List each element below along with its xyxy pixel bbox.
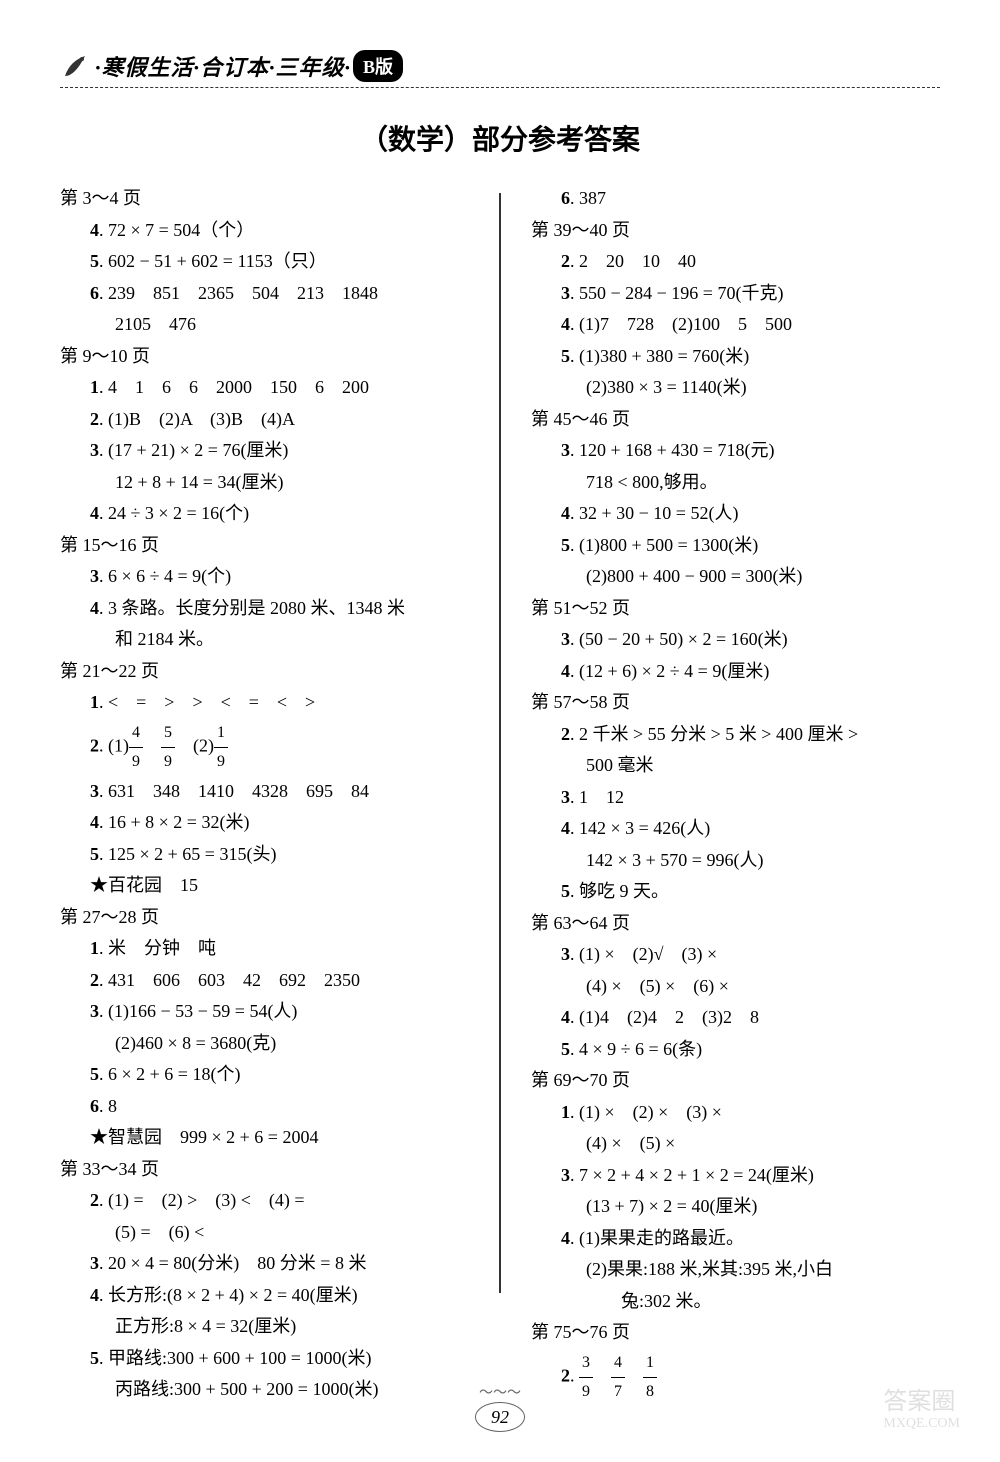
answer-item: 1. 4 1 6 6 2000 150 6 200 (60, 372, 469, 404)
watermark-sub: MXQE.COM (883, 1416, 960, 1432)
answer-item: 和 2184 米。 (60, 624, 469, 656)
section-title: 第 57～58 页 (531, 687, 940, 719)
answer-item: 500 毫米 (531, 750, 940, 782)
answer-item: 4. 72 × 7 = 504（个） (60, 215, 469, 247)
answer-item: 4. (12 + 6) × 2 ÷ 4 = 9(厘米) (531, 656, 940, 688)
answer-item: (13 + 7) × 2 = 40(厘米) (531, 1191, 940, 1223)
answer-item: 5. 125 × 2 + 65 = 315(头) (60, 839, 469, 871)
answer-item: 4. 24 ÷ 3 × 2 = 16(个) (60, 498, 469, 530)
answer-item: 5. (1)800 + 500 = 1300(米) (531, 530, 940, 562)
answer-item: (2)果果:188 米,米其:395 米,小白 (531, 1254, 940, 1286)
answer-item: 1. < = > > < = < > (60, 687, 469, 719)
answer-item: 兔:302 米。 (531, 1286, 940, 1318)
section-title: 第 27～28 页 (60, 902, 469, 934)
answer-item: 4. 3 条路。长度分别是 2080 米、1348 米 (60, 593, 469, 625)
answer-item: 2. (1)49 59 (2)19 (60, 719, 469, 776)
content-area: 第 3～4 页4. 72 × 7 = 504（个）5. 602 − 51 + 6… (60, 183, 940, 1406)
section-title: 第 69～70 页 (531, 1065, 940, 1097)
answer-item: 5. 602 − 51 + 602 = 1153（只） (60, 246, 469, 278)
column-divider (499, 193, 501, 1293)
answer-item: 2. 431 606 603 42 692 2350 (60, 965, 469, 997)
answer-item: 3. (1) × (2)√ (3) × (531, 939, 940, 971)
answer-item: 718 < 800,够用。 (531, 467, 940, 499)
answer-item: 5. 甲路线:300 + 600 + 100 = 1000(米) (60, 1343, 469, 1375)
answer-item: 4. (1)4 (2)4 2 (3)2 8 (531, 1002, 940, 1034)
answer-item: 4. 16 + 8 × 2 = 32(米) (60, 807, 469, 839)
answer-item: (5) = (6) < (60, 1217, 469, 1249)
answer-item: 5. (1)380 + 380 = 760(米) (531, 341, 940, 373)
answer-item: 正方形:8 × 4 = 32(厘米) (60, 1311, 469, 1343)
answer-item: 3. (17 + 21) × 2 = 76(厘米) (60, 435, 469, 467)
answer-item: 3. 120 + 168 + 430 = 718(元) (531, 435, 940, 467)
main-title: （数学）部分参考答案 (60, 118, 940, 158)
answer-item: 3. 1 12 (531, 782, 940, 814)
answer-item: 3. (50 − 20 + 50) × 2 = 160(米) (531, 624, 940, 656)
answer-item: 2. 2 千米 > 55 分米 > 5 米 > 400 厘米 > (531, 719, 940, 751)
watermark: 答案圈 MXQE.COM (883, 1381, 960, 1432)
answer-item: 3. 6 × 6 ÷ 4 = 9(个) (60, 561, 469, 593)
answer-item: ★智慧园 999 × 2 + 6 = 2004 (60, 1122, 469, 1154)
answer-item: (4) × (5) × (531, 1128, 940, 1160)
answer-item: 5. 够吃 9 天。 (531, 876, 940, 908)
section-title: 第 39～40 页 (531, 215, 940, 247)
answer-item: 3. 7 × 2 + 4 × 2 + 1 × 2 = 24(厘米) (531, 1160, 940, 1192)
answer-item: 2. 2 20 10 40 (531, 246, 940, 278)
section-title: 第 75～76 页 (531, 1317, 940, 1349)
section-title: 第 45～46 页 (531, 404, 940, 436)
answer-item: 3. (1)166 − 53 − 59 = 54(人) (60, 996, 469, 1028)
page-number-container: ～～～ 92 (475, 1382, 525, 1432)
right-column: 6. 387第 39～40 页2. 2 20 10 403. 550 − 284… (531, 183, 940, 1406)
answer-item: 1. (1) × (2) × (3) × (531, 1097, 940, 1129)
section-title: 第 9～10 页 (60, 341, 469, 373)
page-header: ·寒假生活·合订本·三年级· B版 (60, 50, 940, 88)
section-title: 第 3～4 页 (60, 183, 469, 215)
answer-item: 3. 550 − 284 − 196 = 70(千克) (531, 278, 940, 310)
answer-item: 12 + 8 + 14 = 34(厘米) (60, 467, 469, 499)
section-title: 第 15～16 页 (60, 530, 469, 562)
answer-item: 丙路线:300 + 500 + 200 = 1000(米) (60, 1374, 469, 1406)
answer-item: 2. (1)B (2)A (3)B (4)A (60, 404, 469, 436)
answer-item: (2)380 × 3 = 1140(米) (531, 372, 940, 404)
answer-item: 2105 476 (60, 309, 469, 341)
page-number: 92 (475, 1402, 525, 1432)
answer-item: (2)800 + 400 − 900 = 300(米) (531, 561, 940, 593)
answer-item: 5. 4 × 9 ÷ 6 = 6(条) (531, 1034, 940, 1066)
answer-item: 6. 8 (60, 1091, 469, 1123)
watermark-main: 答案圈 (883, 1389, 955, 1415)
answer-item: 6. 387 (531, 183, 940, 215)
header-icon (60, 51, 90, 81)
answer-item: 1. 米 分钟 吨 (60, 933, 469, 965)
header-text: ·寒假生活·合订本·三年级· (95, 50, 351, 82)
left-column: 第 3～4 页4. 72 × 7 = 504（个）5. 602 − 51 + 6… (60, 183, 469, 1406)
section-title: 第 33～34 页 (60, 1154, 469, 1186)
answer-item: 2. 39 47 18 (531, 1349, 940, 1406)
section-title: 第 51～52 页 (531, 593, 940, 625)
header-badge: B版 (353, 50, 403, 82)
answer-item: 4. 142 × 3 = 426(人) (531, 813, 940, 845)
answer-item: 2. (1) = (2) > (3) < (4) = (60, 1185, 469, 1217)
answer-item: 4. 32 + 30 − 10 = 52(人) (531, 498, 940, 530)
section-title: 第 63～64 页 (531, 908, 940, 940)
page-decoration: ～～～ (475, 1382, 525, 1402)
leaf-icon (60, 51, 90, 81)
answer-item: 3. 631 348 1410 4328 695 84 (60, 776, 469, 808)
answer-item: 4. (1)果果走的路最近。 (531, 1223, 940, 1255)
answer-item: 4. (1)7 728 (2)100 5 500 (531, 309, 940, 341)
answer-item: ★百花园 15 (60, 870, 469, 902)
answer-item: (2)460 × 8 = 3680(克) (60, 1028, 469, 1060)
section-title: 第 21～22 页 (60, 656, 469, 688)
answer-item: 3. 20 × 4 = 80(分米) 80 分米 = 8 米 (60, 1248, 469, 1280)
answer-item: (4) × (5) × (6) × (531, 971, 940, 1003)
answer-item: 5. 6 × 2 + 6 = 18(个) (60, 1059, 469, 1091)
answer-item: 6. 239 851 2365 504 213 1848 (60, 278, 469, 310)
answer-item: 4. 长方形:(8 × 2 + 4) × 2 = 40(厘米) (60, 1280, 469, 1312)
answer-item: 142 × 3 + 570 = 996(人) (531, 845, 940, 877)
